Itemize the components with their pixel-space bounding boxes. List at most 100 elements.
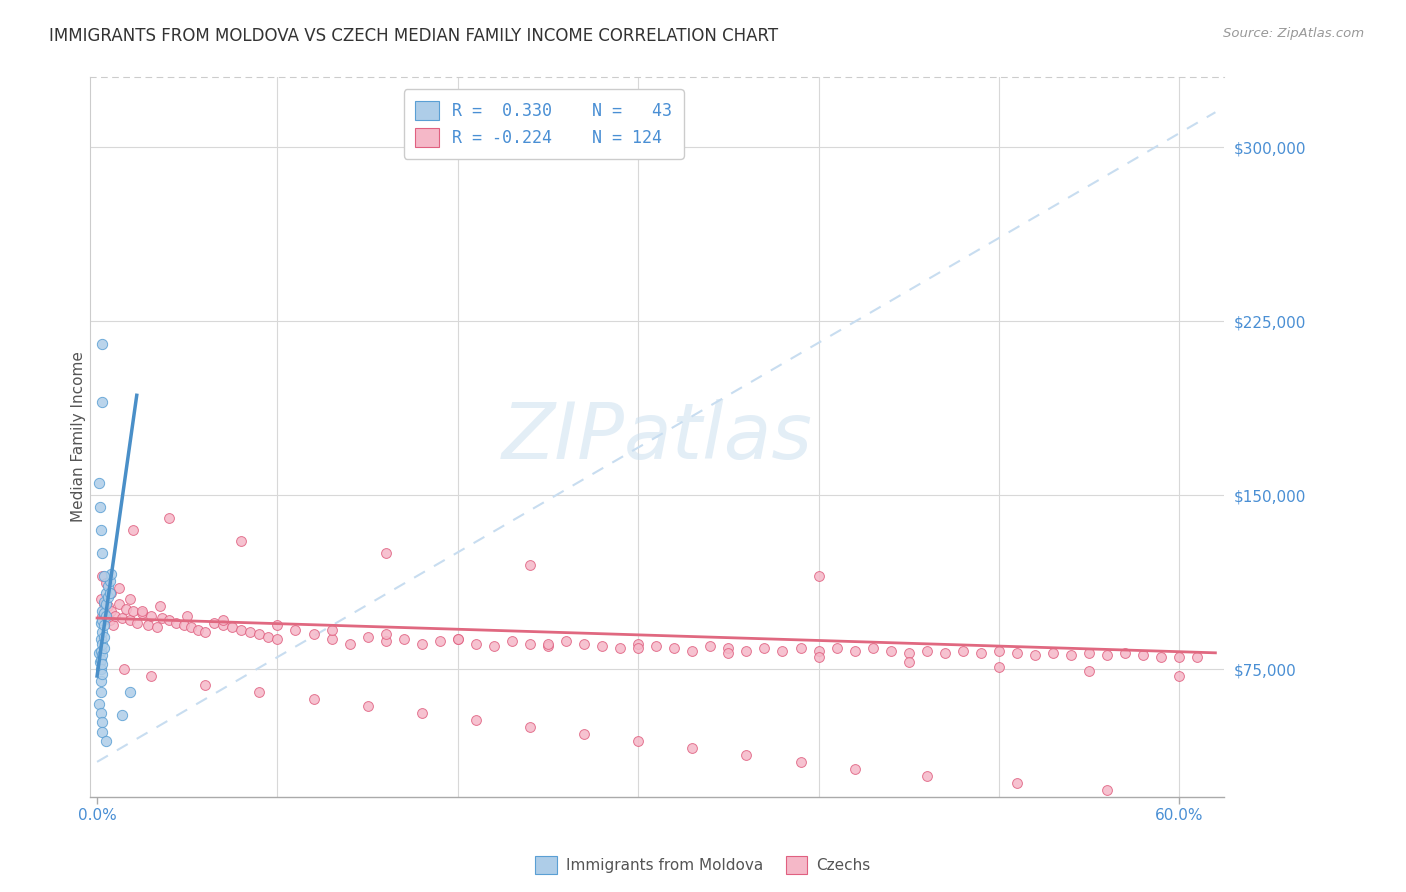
Point (90, 662, 112, 676)
Point (93, 618, 115, 632)
Point (411, 636, 433, 650)
Point (104, 608, 127, 623)
Text: ZIPatlas: ZIPatlas (502, 399, 813, 475)
Point (91, 569, 114, 583)
Point (91, 395, 114, 409)
Point (862, 641, 884, 656)
Point (681, 741, 703, 756)
Point (825, 641, 848, 656)
Point (266, 618, 288, 632)
Point (90, 592, 112, 607)
Point (519, 558, 541, 572)
Point (91, 724, 114, 739)
Point (90, 715, 112, 730)
Point (1150, 650, 1173, 665)
Point (94, 597, 117, 611)
Point (915, 643, 938, 657)
Point (91, 604, 114, 618)
Point (145, 620, 167, 634)
Point (97, 599, 120, 614)
Point (627, 734, 650, 748)
Point (1078, 646, 1101, 660)
Point (482, 639, 505, 653)
Point (519, 720, 541, 734)
Point (231, 623, 253, 637)
Point (97, 578, 120, 592)
Point (934, 646, 956, 660)
Point (664, 641, 686, 656)
Point (754, 641, 776, 656)
Point (131, 607, 153, 621)
Point (1024, 648, 1046, 662)
Point (807, 643, 830, 657)
Point (149, 599, 172, 614)
Point (141, 608, 163, 623)
Point (93, 569, 115, 583)
Point (339, 636, 361, 650)
Point (609, 641, 631, 656)
Point (103, 618, 125, 632)
Point (266, 632, 288, 646)
Point (555, 634, 578, 648)
Point (122, 604, 145, 618)
Point (98, 585, 121, 599)
Point (98, 613, 121, 627)
Point (1060, 648, 1083, 662)
Point (789, 641, 811, 656)
Point (374, 627, 396, 641)
Point (94, 608, 117, 623)
Point (321, 623, 343, 637)
Point (356, 630, 378, 644)
Point (735, 643, 758, 657)
Point (91, 546, 114, 560)
Point (1005, 646, 1028, 660)
Point (844, 643, 866, 657)
Point (880, 643, 903, 657)
Point (90, 615, 112, 630)
Point (94, 585, 117, 599)
Point (87, 646, 110, 660)
Point (302, 627, 325, 641)
Point (111, 611, 134, 625)
Point (173, 618, 195, 632)
Point (90, 653, 112, 667)
Point (247, 627, 270, 641)
Point (1168, 669, 1191, 683)
Point (150, 611, 173, 625)
Point (356, 699, 378, 714)
Text: Source: ZipAtlas.com: Source: ZipAtlas.com (1223, 27, 1364, 40)
Point (91, 608, 114, 623)
Point (572, 727, 595, 741)
Point (257, 630, 280, 644)
Point (392, 632, 415, 646)
Point (501, 634, 523, 648)
Point (100, 604, 122, 618)
Point (115, 601, 138, 615)
Point (1132, 648, 1154, 662)
Point (519, 636, 541, 650)
Point (572, 636, 595, 650)
Point (94, 576, 117, 591)
Point (374, 546, 396, 560)
Point (807, 650, 830, 665)
Point (897, 646, 920, 660)
Point (97, 590, 120, 604)
Point (136, 618, 159, 632)
Point (112, 662, 135, 676)
Point (98, 574, 121, 588)
Point (464, 636, 486, 650)
Point (645, 639, 668, 653)
Point (91, 624, 114, 639)
Point (91, 657, 114, 672)
Point (141, 669, 163, 683)
Point (90, 643, 112, 657)
Point (100, 585, 122, 599)
Point (90, 706, 112, 720)
Legend: R =  0.330    N =   43, R = -0.224    N = 124: R = 0.330 N = 43, R = -0.224 N = 124 (404, 89, 683, 159)
Point (91, 636, 114, 650)
Point (91, 613, 114, 627)
Point (735, 747, 758, 762)
Point (952, 643, 974, 657)
Point (118, 685, 141, 699)
Point (187, 623, 209, 637)
